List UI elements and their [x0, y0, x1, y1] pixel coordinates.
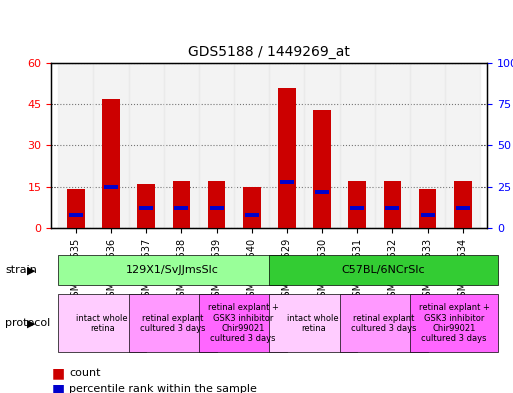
Bar: [305, 63, 340, 228]
FancyBboxPatch shape: [58, 255, 287, 285]
FancyBboxPatch shape: [58, 294, 146, 353]
Text: ■: ■: [51, 382, 65, 393]
Text: retinal explant
cultured 3 days: retinal explant cultured 3 days: [140, 314, 205, 333]
Text: count: count: [69, 368, 101, 378]
Text: percentile rank within the sample: percentile rank within the sample: [69, 384, 257, 393]
Bar: [234, 63, 269, 228]
Bar: [67, 189, 85, 228]
Bar: [456, 206, 470, 210]
Text: retinal explant
cultured 3 days: retinal explant cultured 3 days: [351, 314, 417, 333]
Bar: [199, 63, 234, 228]
Bar: [245, 213, 259, 217]
Bar: [454, 181, 471, 228]
Bar: [410, 63, 445, 228]
FancyBboxPatch shape: [199, 294, 287, 353]
Bar: [129, 63, 164, 228]
Text: retinal explant +
GSK3 inhibitor
Chir99021
cultured 3 days: retinal explant + GSK3 inhibitor Chir990…: [419, 303, 489, 343]
Text: strain: strain: [5, 265, 37, 275]
Bar: [137, 184, 155, 228]
Bar: [385, 206, 400, 210]
Text: protocol: protocol: [5, 318, 50, 328]
Bar: [102, 99, 120, 228]
Text: intact whole
retina: intact whole retina: [287, 314, 339, 333]
Bar: [269, 63, 305, 228]
Bar: [164, 63, 199, 228]
Bar: [375, 63, 410, 228]
Text: C57BL/6NCrSlc: C57BL/6NCrSlc: [342, 265, 425, 275]
FancyBboxPatch shape: [269, 255, 498, 285]
Bar: [421, 213, 435, 217]
FancyBboxPatch shape: [269, 294, 357, 353]
Bar: [278, 88, 295, 228]
Text: retinal explant +
GSK3 inhibitor
Chir99021
cultured 3 days: retinal explant + GSK3 inhibitor Chir990…: [208, 303, 279, 343]
Text: intact whole
retina: intact whole retina: [76, 314, 128, 333]
Bar: [280, 180, 294, 184]
Title: GDS5188 / 1449269_at: GDS5188 / 1449269_at: [188, 45, 350, 59]
Bar: [340, 63, 375, 228]
Text: ▶: ▶: [27, 265, 35, 275]
FancyBboxPatch shape: [340, 294, 427, 353]
Bar: [243, 187, 261, 228]
Bar: [419, 189, 437, 228]
FancyBboxPatch shape: [410, 294, 498, 353]
Bar: [58, 63, 93, 228]
Bar: [384, 181, 401, 228]
Bar: [69, 213, 83, 217]
Text: ■: ■: [51, 366, 65, 380]
Bar: [209, 206, 224, 210]
Bar: [315, 189, 329, 194]
Text: 129X1/SvJJmsSlc: 129X1/SvJJmsSlc: [126, 265, 219, 275]
Text: ▶: ▶: [27, 318, 35, 328]
FancyBboxPatch shape: [129, 294, 216, 353]
Bar: [208, 181, 225, 228]
Bar: [93, 63, 129, 228]
Bar: [139, 206, 153, 210]
Bar: [350, 206, 364, 210]
Bar: [348, 181, 366, 228]
Bar: [172, 181, 190, 228]
Bar: [174, 206, 188, 210]
Bar: [313, 110, 331, 228]
Bar: [104, 185, 118, 189]
Bar: [445, 63, 480, 228]
